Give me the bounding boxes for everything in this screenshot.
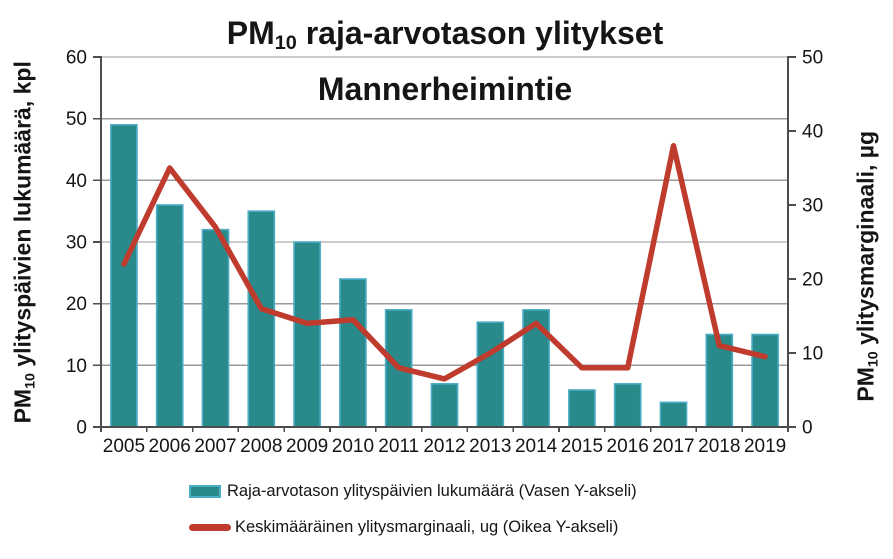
left-tick-label-50: 50 [66,109,87,130]
right-axis-title-pm: PM [852,367,879,402]
x-label-2014: 2014 [515,436,558,457]
x-label-2009: 2009 [286,436,328,457]
x-label-2011: 2011 [378,436,419,457]
left-tick-label-30: 30 [66,233,87,254]
right-axis-title-rest: ylitysmarginaali, µg [852,130,879,352]
bar-2005 [110,124,138,428]
chart-title-line2: Mannerheimintie [317,70,573,107]
chart-title-rest: raja-arvotason ylitykset [296,15,664,51]
bar-series-swatch-icon [189,484,221,498]
right-tick-label-20: 20 [802,270,823,291]
right-tick-label-10: 10 [802,344,823,365]
left-axis-title-pm: PM [9,388,36,424]
chart-title-line1: PM10 raja-arvotason ylitykset [95,10,795,66]
bar-series-label: Raja-arvotason ylityspäivien lukumäärä (… [227,481,637,500]
bar-2007 [201,228,230,428]
left-axis-title-rest: ylityspäivien lukumäärä, kpl [9,61,36,374]
left-tick-label-60: 60 [66,48,87,69]
right-axis-title-pm-sub: 10 [865,351,882,368]
line-series-swatch-icon [189,523,231,531]
x-label-2012: 2012 [423,436,465,457]
x-label-2019: 2019 [744,436,786,457]
bar-2019 [751,333,779,428]
x-label-2008: 2008 [240,436,282,457]
right-tick-label-50: 50 [802,48,823,69]
legend-item-bar-series: Raja-arvotason ylityspäivien lukumäärä (… [189,478,637,504]
right-tick-label-40: 40 [802,122,823,143]
bar-2006 [155,204,184,428]
tick-labels: 0 10 20 30 40 50 60 0 10 20 30 40 50 2005 2006 2007 2008… [66,48,823,458]
right-tick-label-0: 0 [802,418,813,439]
bar-2008 [247,210,276,428]
chart-title-pm: PM [226,15,275,51]
x-label-2007: 2007 [194,436,236,457]
legend-item-line-series: Keskimääräinen ylitysmarginaali, ug (Oik… [189,514,637,540]
right-axis-title: PM10 ylitysmarginaali, µg [853,91,882,441]
bar-2009 [293,241,321,428]
line-path [121,143,768,382]
left-tick-label-10: 10 [66,356,87,377]
x-label-2005: 2005 [103,436,145,457]
bar-2012 [430,383,459,428]
line-series [121,143,768,382]
x-label-2006: 2006 [149,436,191,457]
bar-2015 [568,389,596,428]
x-label-2010: 2010 [332,436,374,457]
bar-2016 [613,383,642,428]
x-label-2013: 2013 [469,436,511,457]
left-axis-title: PM10 ylityspäivien lukumäärä, kpl [10,32,39,452]
left-tick-label-20: 20 [66,294,87,315]
bar-series [110,124,779,428]
x-label-2016: 2016 [607,436,649,457]
axes [93,56,796,432]
left-axis-title-pm-sub: 10 [22,373,39,389]
bar-2013 [476,321,505,428]
bar-2010 [339,278,367,428]
legend: Raja-arvotason ylityspäivien lukumäärä (… [189,478,637,550]
chart-title-pm-sub: 10 [274,31,297,54]
chart-title: PM10 raja-arvotason ylitykset Mannerheim… [95,10,795,112]
right-tick-label-30: 30 [802,196,823,217]
x-label-2015: 2015 [561,436,603,457]
x-label-2017: 2017 [652,436,694,457]
left-tick-label-40: 40 [66,171,87,192]
line-series-label: Keskimääräinen ylitysmarginaali, ug (Oik… [235,517,619,536]
left-tick-label-0: 0 [76,418,87,439]
bar-2017 [659,401,688,428]
x-label-2018: 2018 [698,436,740,457]
